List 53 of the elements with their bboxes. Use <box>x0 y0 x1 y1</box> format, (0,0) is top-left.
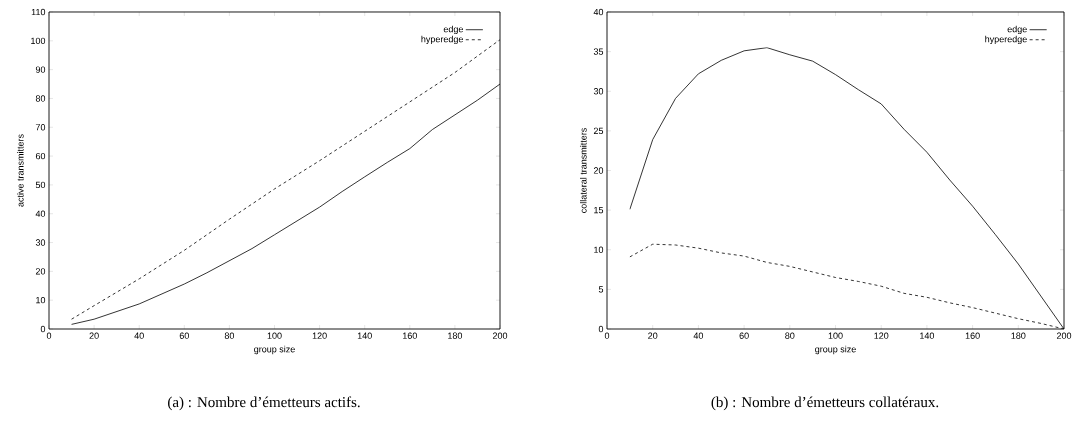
text: (b) : Nombre d’émetteurs collatéraux. <box>711 396 939 411</box>
y-tick-label: 5 <box>598 286 604 293</box>
legend-label: hyperedge <box>421 35 463 45</box>
y-tick-label: 15 <box>594 206 604 214</box>
x-tick-label: 160 <box>402 332 417 339</box>
legend-label: edge <box>1007 25 1027 35</box>
x-tick-label: 80 <box>224 332 235 339</box>
y-tick-label: 70 <box>35 124 46 131</box>
x-tick-label: 200 <box>1056 332 1072 339</box>
x-tick-label: 200 <box>492 332 508 339</box>
y-tick-label: 35 <box>593 48 604 55</box>
x-tick-label: 0 <box>46 332 52 339</box>
legend-label: hyperedge <box>985 35 1027 45</box>
x-tick-label: 180 <box>1011 332 1026 339</box>
y-tick-label: 90 <box>35 66 46 73</box>
x-tick-label: 140 <box>357 332 372 339</box>
x-axis-title: group size <box>254 345 295 355</box>
x-tick-label: 100 <box>267 332 282 339</box>
y-tick-label: 20 <box>35 268 46 275</box>
y-axis-title: active transmitters <box>16 134 24 207</box>
x-tick-label: 160 <box>965 332 980 339</box>
y-tick-label: 40 <box>593 8 604 16</box>
x-tick-label: 40 <box>134 332 144 339</box>
x-tick-label: 80 <box>785 332 795 339</box>
x-tick-label: 120 <box>874 332 889 339</box>
y-tick-label: 20 <box>593 167 604 174</box>
y-tick-label: 80 <box>35 95 46 102</box>
x-tick-label: 120 <box>312 332 327 339</box>
y-tick-label: 0 <box>40 325 46 333</box>
y-axis-title: collateral transmitters <box>579 128 587 213</box>
x-axis-title: group size <box>815 345 856 355</box>
x-tick-label: 180 <box>448 332 463 339</box>
text: (a) : Nombre d’émetteurs actifs. <box>168 396 360 411</box>
x-tick-label: 20 <box>648 332 658 339</box>
y-tick-label: 100 <box>31 37 46 45</box>
y-tick-label: 40 <box>35 210 46 217</box>
y-tick-label: 10 <box>594 246 604 253</box>
x-tick-label: 100 <box>828 332 843 339</box>
y-tick-label: 10 <box>36 296 46 304</box>
y-tick-label: 30 <box>593 88 604 95</box>
x-tick-label: 140 <box>920 332 935 339</box>
y-tick-label: 0 <box>598 325 604 333</box>
y-tick-label: 60 <box>35 152 46 160</box>
x-tick-label: 40 <box>693 332 704 339</box>
x-tick-label: 60 <box>179 332 189 339</box>
y-tick-label: 50 <box>35 181 46 189</box>
y-tick-label: 30 <box>35 239 46 246</box>
x-tick-label: 20 <box>89 332 99 339</box>
y-tick-label: 110 <box>31 8 46 16</box>
y-tick-label: 25 <box>593 127 604 135</box>
legend-label: edge <box>443 25 463 35</box>
x-tick-label: 60 <box>739 332 749 339</box>
x-tick-label: 0 <box>604 332 610 339</box>
